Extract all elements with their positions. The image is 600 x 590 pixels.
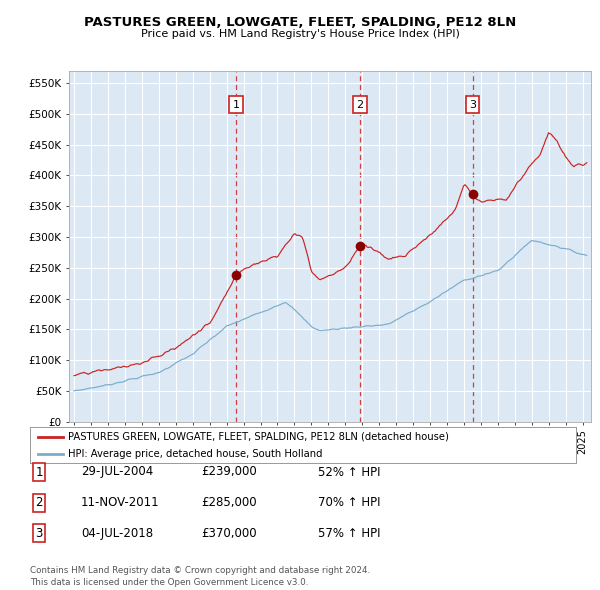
Text: HPI: Average price, detached house, South Holland: HPI: Average price, detached house, Sout… — [68, 449, 323, 459]
Text: £370,000: £370,000 — [201, 527, 257, 540]
Text: £285,000: £285,000 — [201, 496, 257, 509]
Text: 11-NOV-2011: 11-NOV-2011 — [81, 496, 160, 509]
Text: 1: 1 — [35, 466, 43, 478]
Text: Contains HM Land Registry data © Crown copyright and database right 2024.
This d: Contains HM Land Registry data © Crown c… — [30, 566, 370, 587]
Text: PASTURES GREEN, LOWGATE, FLEET, SPALDING, PE12 8LN: PASTURES GREEN, LOWGATE, FLEET, SPALDING… — [84, 16, 516, 29]
Text: 29-JUL-2004: 29-JUL-2004 — [81, 466, 153, 478]
Text: 3: 3 — [35, 527, 43, 540]
Text: 70% ↑ HPI: 70% ↑ HPI — [318, 496, 380, 509]
Text: Price paid vs. HM Land Registry's House Price Index (HPI): Price paid vs. HM Land Registry's House … — [140, 30, 460, 39]
Text: 57% ↑ HPI: 57% ↑ HPI — [318, 527, 380, 540]
Text: £239,000: £239,000 — [201, 466, 257, 478]
Text: 2: 2 — [35, 496, 43, 509]
Text: PASTURES GREEN, LOWGATE, FLEET, SPALDING, PE12 8LN (detached house): PASTURES GREEN, LOWGATE, FLEET, SPALDING… — [68, 432, 449, 442]
Text: 1: 1 — [233, 100, 240, 110]
Text: 52% ↑ HPI: 52% ↑ HPI — [318, 466, 380, 478]
Text: 2: 2 — [356, 100, 364, 110]
Text: 04-JUL-2018: 04-JUL-2018 — [81, 527, 153, 540]
Text: 3: 3 — [469, 100, 476, 110]
